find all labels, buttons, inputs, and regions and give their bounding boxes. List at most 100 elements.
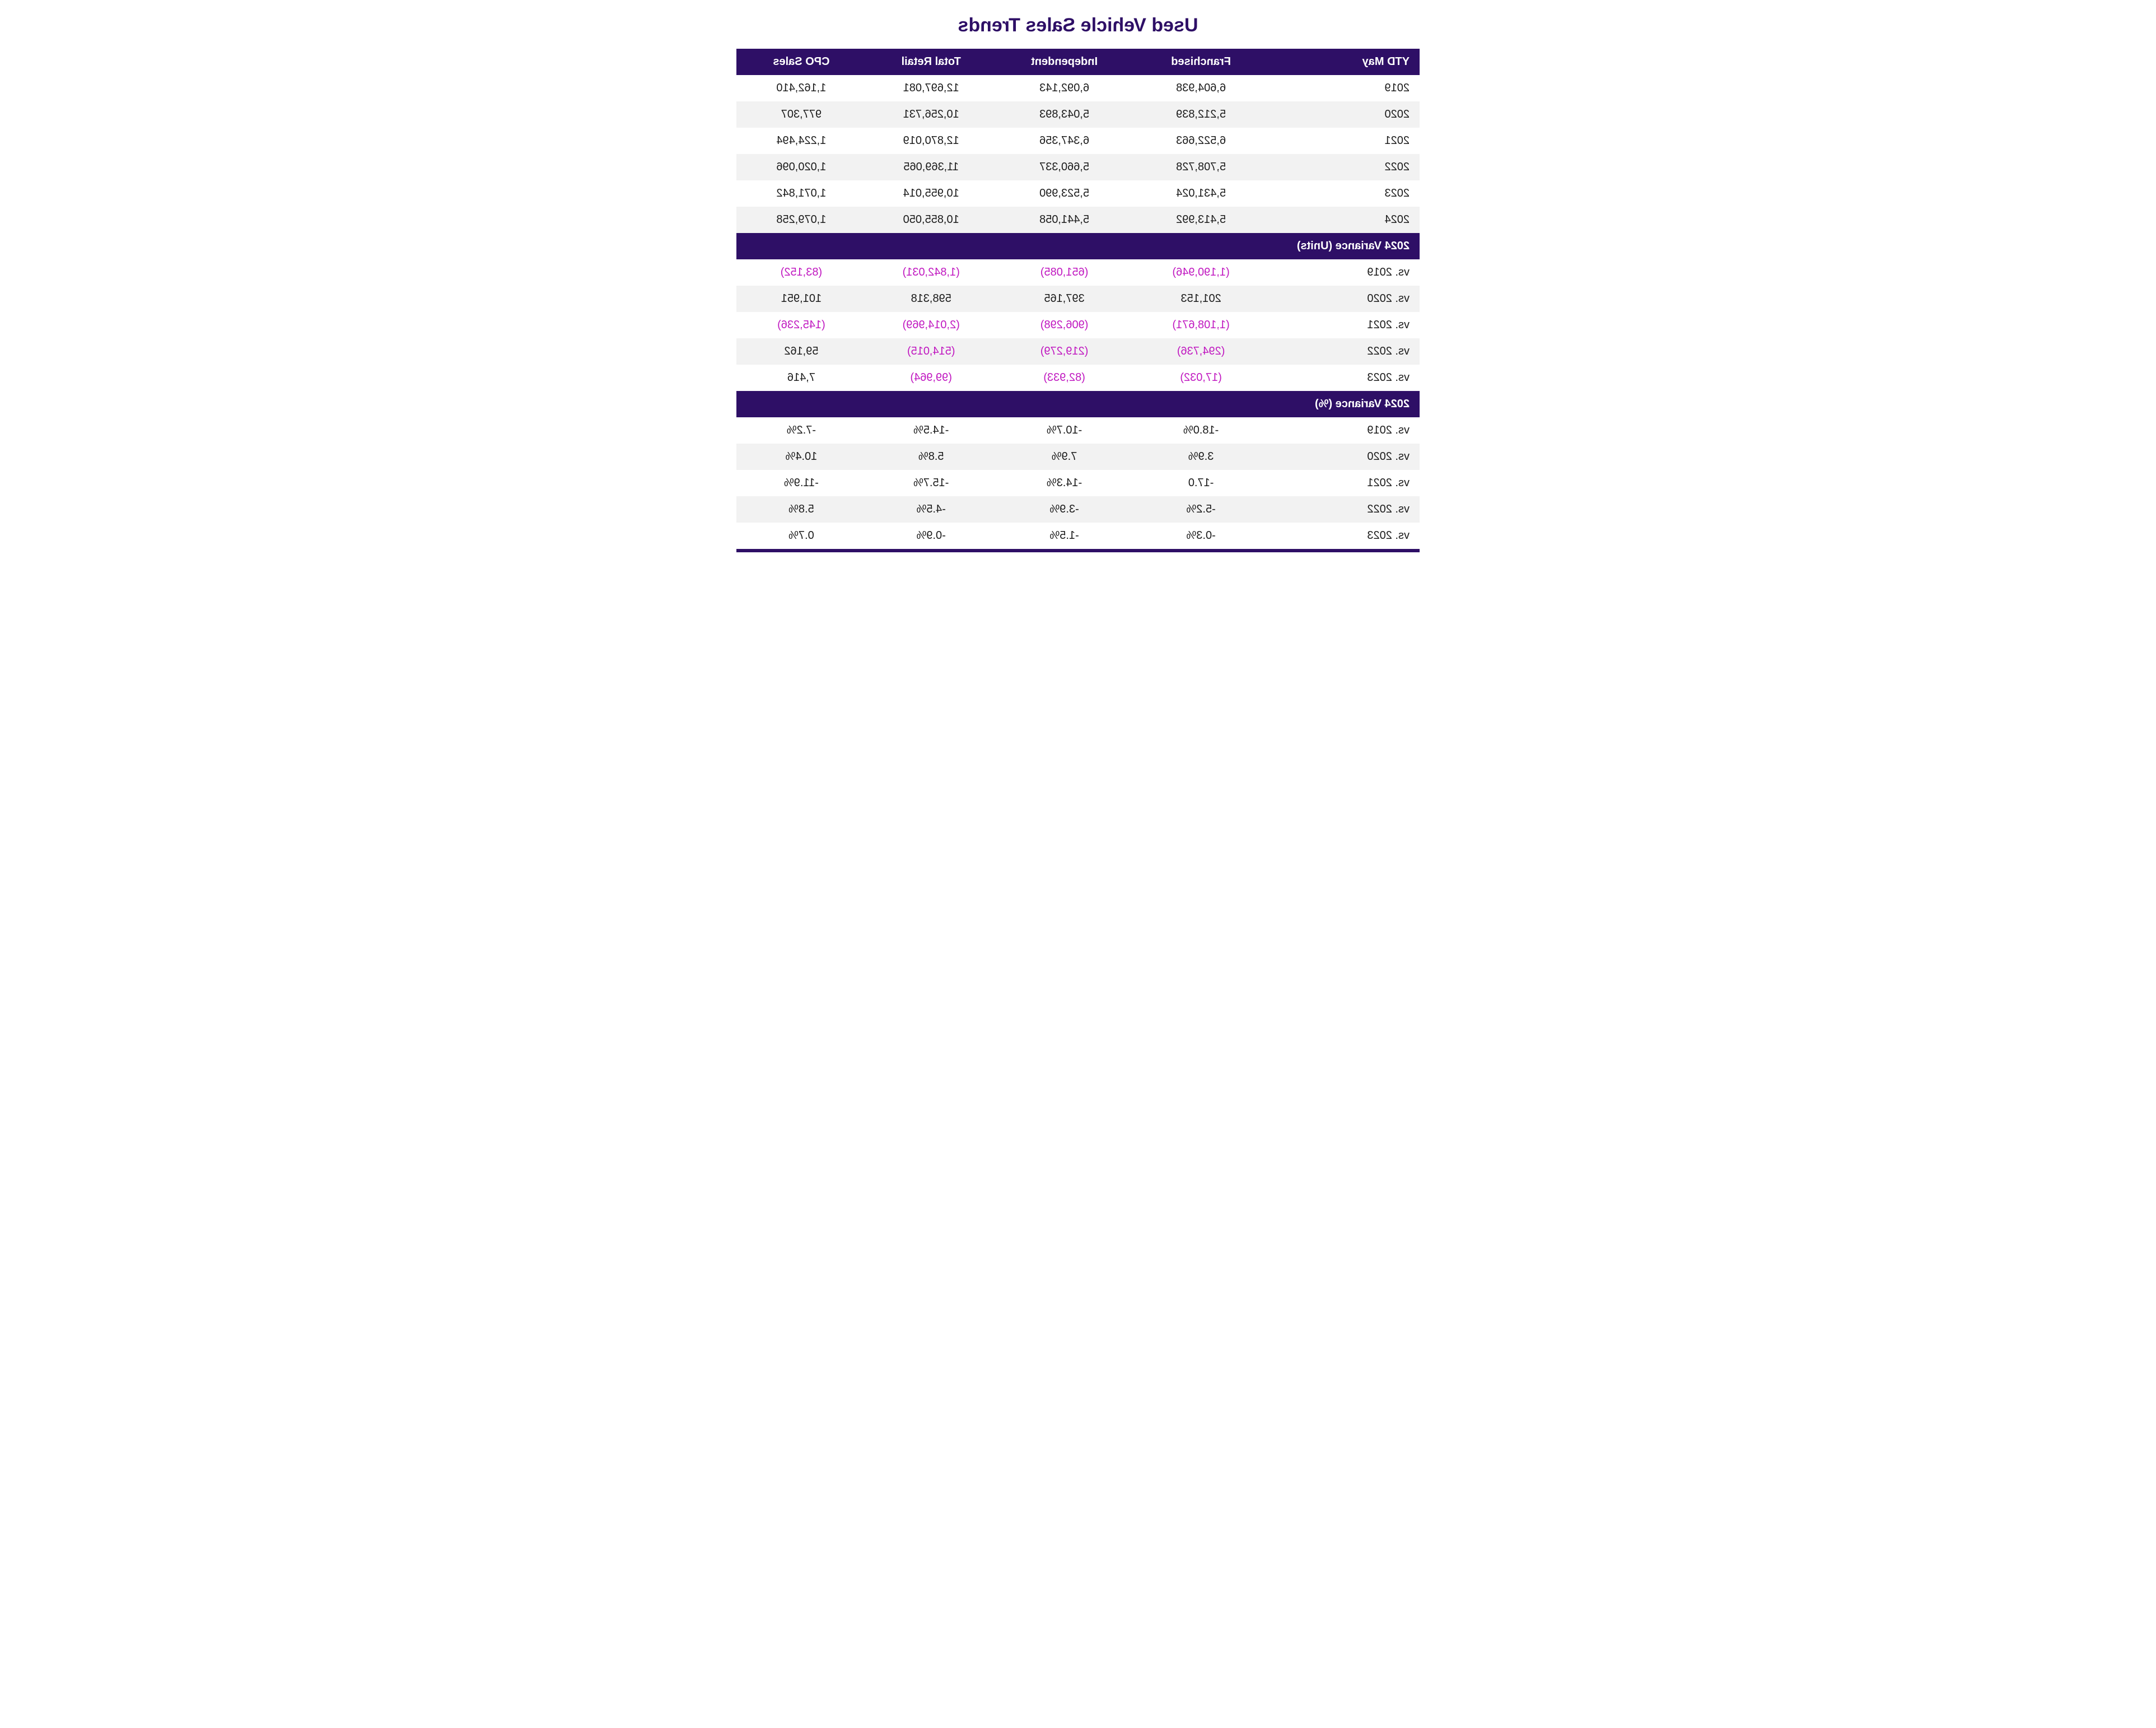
table-cell: 5,043,893	[996, 101, 1133, 128]
table-cell: 5,431,024	[1133, 180, 1270, 207]
table-row: vs. 2020201,153397,165598,318101,951	[736, 286, 1420, 312]
table-row: 20225,708,7285,660,33711,369,0651,020,09…	[736, 154, 1420, 180]
table-cell: 2019	[1270, 75, 1420, 101]
table-cell: vs. 2023	[1270, 365, 1420, 391]
table-cell: 5,660,337	[996, 154, 1133, 180]
table-cell: (2,014,969)	[866, 312, 996, 338]
table-cell: 5,708,728	[1133, 154, 1270, 180]
table-row: vs. 2019-18.0%-10.7%-14.5%-7.2%	[736, 417, 1420, 444]
table-cell: 5,413,992	[1133, 207, 1270, 233]
table-cell: -11.9%	[736, 470, 866, 496]
section-header-row: 2024 Variance (Units)	[736, 233, 1420, 259]
table-cell: 10,256,731	[866, 101, 996, 128]
table-cell: 5,441,058	[996, 207, 1133, 233]
table-cell: 1,071,842	[736, 180, 866, 207]
table-cell: (219,279)	[996, 338, 1133, 365]
table-cell: 101,951	[736, 286, 866, 312]
table-cell: -14.3%	[996, 470, 1133, 496]
table-cell: 6,347,356	[996, 128, 1133, 154]
table-cell: vs. 2019	[1270, 259, 1420, 286]
table-cell: 59,162	[736, 338, 866, 365]
table-cell: vs. 2020	[1270, 444, 1420, 470]
table-cell: (145,236)	[736, 312, 866, 338]
sales-table: YTD May Franchised Independent Total Ret…	[736, 49, 1420, 549]
table-cell: 1,020,096	[736, 154, 866, 180]
table-cell: (99,964)	[866, 365, 996, 391]
table-cell: 6,604,938	[1133, 75, 1270, 101]
table-cell: (514,015)	[866, 338, 996, 365]
page-title: Used Vehicle Sales Trends	[736, 15, 1420, 36]
table-cell: -4.5%	[866, 496, 996, 523]
table-cell: 10,955,014	[866, 180, 996, 207]
table-cell: 2023	[1270, 180, 1420, 207]
table-body: 20196,604,9386,092,14312,697,0811,162,41…	[736, 75, 1420, 549]
table-cell: vs. 2020	[1270, 286, 1420, 312]
col-independent: Independent	[996, 49, 1133, 75]
table-cell: 12,697,081	[866, 75, 996, 101]
table-row: 20205,212,8395,043,89310,256,731977,307	[736, 101, 1420, 128]
table-cell: 2022	[1270, 154, 1420, 180]
table-cell: 2024	[1270, 207, 1420, 233]
table-cell: 977,307	[736, 101, 866, 128]
table-row: 20245,413,9925,441,05810,855,0501,079,25…	[736, 207, 1420, 233]
table-cell: 5.8%	[736, 496, 866, 523]
col-total-retail: Total Retail	[866, 49, 996, 75]
table-cell: (83,152)	[736, 259, 866, 286]
table-row: 20235,431,0245,523,99010,955,0141,071,84…	[736, 180, 1420, 207]
table-cell: vs. 2023	[1270, 523, 1420, 549]
section-header-cell: 2024 Variance (%)	[736, 391, 1420, 417]
table-cell: (294,736)	[1133, 338, 1270, 365]
table-cell: 7,416	[736, 365, 866, 391]
table-cell: 12,870,019	[866, 128, 996, 154]
table-cell: 598,318	[866, 286, 996, 312]
table-cell: -15.7%	[866, 470, 996, 496]
table-cell: 6,522,663	[1133, 128, 1270, 154]
table-cell: -0.9%	[866, 523, 996, 549]
table-cell: vs. 2019	[1270, 417, 1420, 444]
table-row: vs. 2022-5.2%-3.9%-4.5%5.8%	[736, 496, 1420, 523]
table-cell: -0.3%	[1133, 523, 1270, 549]
table-bottom-rule	[736, 549, 1420, 552]
table-cell: 5.8%	[866, 444, 996, 470]
table-cell: 7.9%	[996, 444, 1133, 470]
section-header-cell: 2024 Variance (Units)	[736, 233, 1420, 259]
table-cell: vs. 2022	[1270, 496, 1420, 523]
table-cell: 11,369,065	[866, 154, 996, 180]
table-cell: vs. 2022	[1270, 338, 1420, 365]
table-cell: 2021	[1270, 128, 1420, 154]
table-cell: -18.0%	[1133, 417, 1270, 444]
table-row: vs. 2019(1,190,946)(651,085)(1,842,031)(…	[736, 259, 1420, 286]
table-cell: -7.2%	[736, 417, 866, 444]
table-row: vs. 2021(1,108,671)(906,298)(2,014,969)(…	[736, 312, 1420, 338]
table-row: vs. 2023(17,032)(82,933)(99,964)7,416	[736, 365, 1420, 391]
table-cell: -17.0	[1133, 470, 1270, 496]
table-row: vs. 2022(294,736)(219,279)(514,015)59,16…	[736, 338, 1420, 365]
table-cell: (1,842,031)	[866, 259, 996, 286]
table-cell: 1,162,410	[736, 75, 866, 101]
table-cell: 5,523,990	[996, 180, 1133, 207]
page: Used Vehicle Sales Trends YTD May Franch…	[725, 0, 1431, 575]
table-cell: vs. 2021	[1270, 312, 1420, 338]
table-row: vs. 2023-0.3%-1.5%-0.9%0.7%	[736, 523, 1420, 549]
table-cell: 10,855,050	[866, 207, 996, 233]
table-cell: (651,085)	[996, 259, 1133, 286]
table-cell: (906,298)	[996, 312, 1133, 338]
table-cell: (82,933)	[996, 365, 1133, 391]
col-cpo-sales: CPO Sales	[736, 49, 866, 75]
table-cell: -5.2%	[1133, 496, 1270, 523]
table-cell: vs. 2021	[1270, 470, 1420, 496]
table-cell: (17,032)	[1133, 365, 1270, 391]
section-header-row: 2024 Variance (%)	[736, 391, 1420, 417]
table-cell: 397,165	[996, 286, 1133, 312]
table-header: YTD May Franchised Independent Total Ret…	[736, 49, 1420, 75]
table-row: vs. 2021-17.0-14.3%-15.7%-11.9%	[736, 470, 1420, 496]
table-cell: -1.5%	[996, 523, 1133, 549]
table-cell: 1,079,258	[736, 207, 866, 233]
table-row: 20196,604,9386,092,14312,697,0811,162,41…	[736, 75, 1420, 101]
col-franchised: Franchised	[1133, 49, 1270, 75]
table-row: 20216,522,6636,347,35612,870,0191,224,49…	[736, 128, 1420, 154]
table-cell: -14.5%	[866, 417, 996, 444]
col-ytd: YTD May	[1270, 49, 1420, 75]
table-cell: (1,108,671)	[1133, 312, 1270, 338]
table-cell: 201,153	[1133, 286, 1270, 312]
